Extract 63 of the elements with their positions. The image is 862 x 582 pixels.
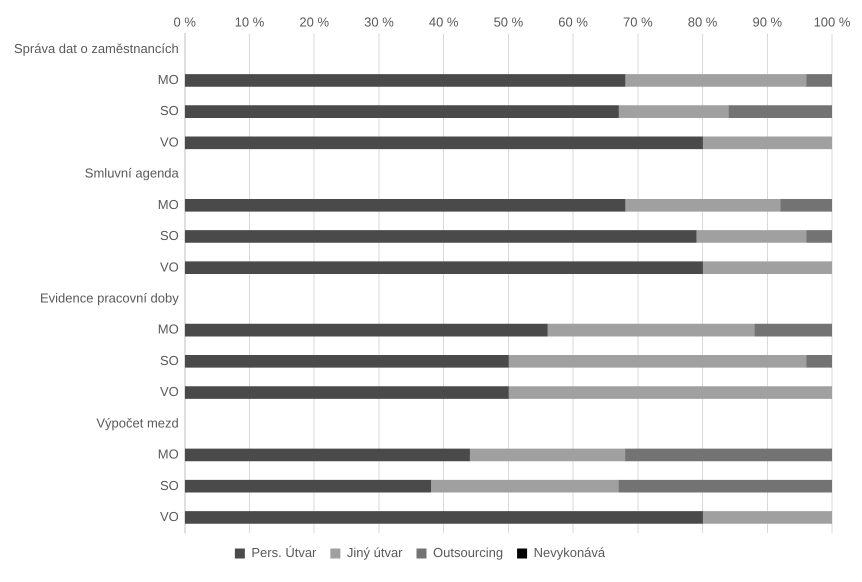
bar bbox=[624, 74, 806, 87]
bar bbox=[546, 324, 755, 336]
bar bbox=[184, 105, 619, 118]
x-tick-label: 90 % bbox=[752, 14, 783, 30]
y-tick-label: MO bbox=[158, 72, 179, 87]
y-tick-label: VO bbox=[160, 259, 179, 274]
legend-label: Jiný útvar bbox=[346, 545, 404, 560]
y-tick-label: VO bbox=[160, 508, 179, 524]
bar bbox=[184, 480, 432, 493]
bar bbox=[184, 324, 548, 336]
bar bbox=[184, 386, 509, 399]
legend-label: Pers. Útvar bbox=[251, 545, 318, 560]
y-tick-label: VO bbox=[160, 384, 179, 400]
bar bbox=[696, 230, 806, 243]
x-tick-label: 100 % bbox=[814, 14, 851, 30]
x-tick-label: 50 % bbox=[494, 14, 524, 30]
bar bbox=[806, 74, 832, 87]
bar bbox=[184, 74, 626, 87]
y-tick-label: SO bbox=[160, 228, 179, 244]
bar bbox=[184, 511, 703, 524]
bar bbox=[184, 261, 703, 274]
x-tick-label: 20 % bbox=[299, 14, 330, 30]
bar bbox=[430, 480, 619, 493]
x-tick-label: 70 % bbox=[623, 14, 654, 30]
bar bbox=[754, 324, 832, 336]
x-tick-label: 60 % bbox=[558, 14, 588, 30]
bar bbox=[806, 230, 832, 243]
bar bbox=[702, 261, 832, 274]
bar bbox=[624, 198, 781, 212]
bar bbox=[469, 448, 626, 462]
legend-label: Nevykonává bbox=[534, 545, 606, 560]
y-tick-label: VO bbox=[160, 134, 179, 150]
bar bbox=[184, 448, 470, 462]
bar bbox=[184, 230, 696, 243]
bar bbox=[624, 448, 832, 462]
bar bbox=[184, 355, 509, 368]
legend-label: Outsourcing bbox=[433, 545, 504, 560]
y-tick-label: Evidence pracovní doby bbox=[40, 290, 180, 306]
bar bbox=[702, 136, 832, 150]
x-tick-label: 0 % bbox=[174, 14, 196, 30]
y-tick-label: SO bbox=[160, 103, 179, 118]
y-tick-label: SO bbox=[160, 478, 179, 493]
bar bbox=[508, 355, 806, 368]
bar bbox=[806, 355, 832, 368]
x-tick-label: 80 % bbox=[688, 14, 718, 30]
bar bbox=[508, 386, 832, 399]
bar bbox=[184, 198, 626, 212]
y-tick-label: Smluvní agenda bbox=[84, 166, 180, 181]
x-tick-label: 30 % bbox=[364, 14, 394, 30]
y-tick-label: Výpočet mezd bbox=[96, 415, 179, 430]
x-tick-label: 10 % bbox=[234, 14, 265, 30]
y-tick-label: SO bbox=[160, 352, 179, 368]
x-tick-label: 40 % bbox=[428, 14, 459, 30]
bar bbox=[702, 511, 832, 524]
bar bbox=[618, 480, 832, 493]
bar bbox=[618, 105, 729, 118]
bar bbox=[780, 198, 832, 212]
y-tick-label: Správa dat o zaměstnancích bbox=[14, 40, 179, 56]
y-tick-label: MO bbox=[158, 322, 179, 337]
bar bbox=[184, 136, 703, 150]
y-tick-label: MO bbox=[158, 196, 179, 212]
y-tick-label: MO bbox=[158, 446, 179, 462]
bar bbox=[728, 105, 832, 118]
